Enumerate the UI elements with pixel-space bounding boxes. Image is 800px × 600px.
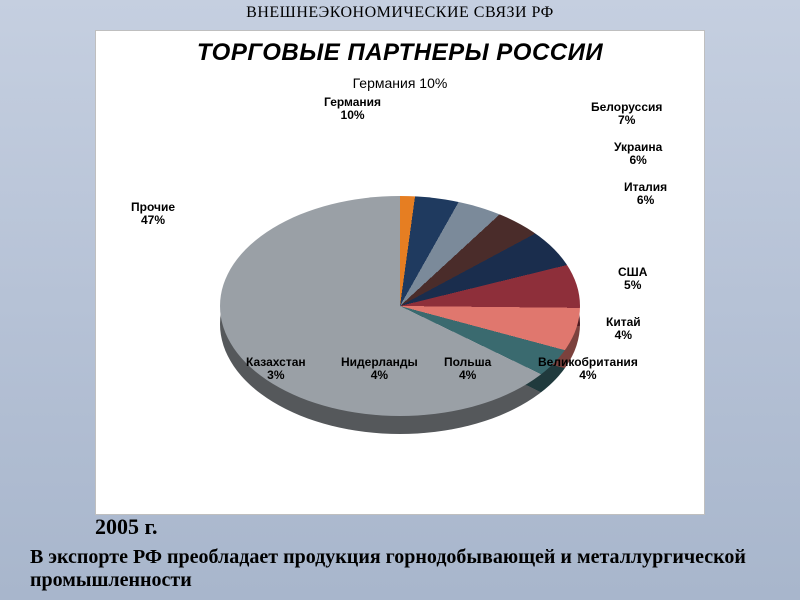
year-label: 2005 г.	[95, 514, 158, 540]
chart-title: ТОРГОВЫЕ ПАРТНЕРЫ РОССИИ	[96, 39, 704, 67]
chart-card: ТОРГОВЫЕ ПАРТНЕРЫ РОССИИ Германия 10% Ге…	[95, 30, 705, 515]
pie-chart	[220, 196, 580, 416]
slice-label: Нидерланды4%	[341, 356, 418, 382]
slice-label: Казахстан3%	[246, 356, 306, 382]
slide-stage: ВНЕШНЕЭКОНОМИЧЕСКИЕ СВЯЗИ РФ ТОРГОВЫЕ ПА…	[0, 0, 800, 600]
slice-label: Прочие47%	[131, 201, 175, 227]
slice-label: Великобритания4%	[538, 356, 638, 382]
slice-label: Польша4%	[444, 356, 491, 382]
slice-label: Белоруссия7%	[591, 101, 662, 127]
chart-subtitle: Германия 10%	[96, 75, 704, 91]
slice-label: Италия6%	[624, 181, 667, 207]
slice-label: Украина6%	[614, 141, 662, 167]
slice-label: США5%	[618, 266, 647, 292]
slice-label: Германия10%	[324, 96, 381, 122]
footnote-text: В экспорте РФ преобладает продукция горн…	[30, 546, 770, 592]
pie-top	[220, 196, 580, 416]
slice-label: Китай4%	[606, 316, 641, 342]
slide-header: ВНЕШНЕЭКОНОМИЧЕСКИЕ СВЯЗИ РФ	[0, 4, 800, 22]
